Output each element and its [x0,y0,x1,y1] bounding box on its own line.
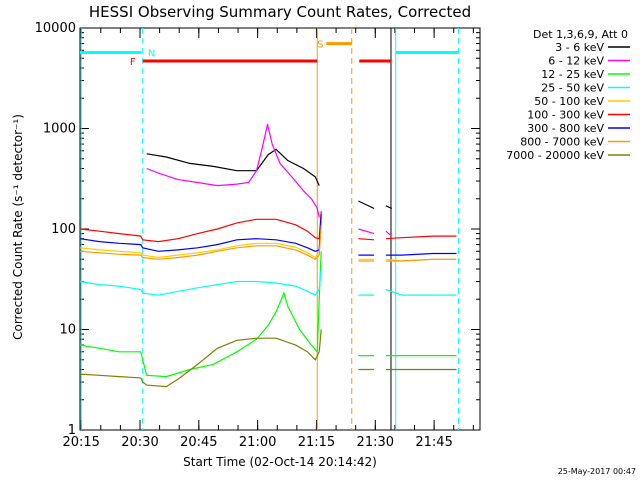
y-tick-label: 1 [68,423,76,438]
y-tick-label: 10 [59,323,76,338]
x-tick-label: 21:45 [415,435,452,450]
x-tick-label: 21:15 [298,435,335,450]
legend-label: 100 - 300 keV [527,109,604,122]
x-tick-label: 20:15 [62,435,99,450]
legend-title: Det 1,3,6,9, Att 0 [533,28,628,41]
y-tick-label: 1000 [43,122,76,137]
series-line [79,214,322,252]
x-tick-label: 20:30 [121,435,158,450]
series-line [385,235,457,240]
x-tick-label: 21:30 [357,435,394,450]
legend-label: 3 - 6 keV [555,41,604,54]
series-line [79,224,322,261]
series-line [385,230,393,237]
x-tick-label: 20:45 [180,435,217,450]
series-line [79,211,322,243]
annotation-label: F [130,57,136,68]
y-tick-label: 10000 [35,21,76,36]
series-line [385,205,393,210]
series-line [146,124,320,218]
chart-title: HESSI Observing Summary Count Rates, Cor… [89,3,471,21]
legend-label: 300 - 800 keV [527,122,604,135]
series-line [358,238,375,241]
annotation-label: S [317,40,323,51]
y-tick-label: 100 [51,222,76,237]
series-line [358,228,375,235]
x-tick-label: 21:00 [239,435,276,450]
legend-label: 50 - 100 keV [534,95,604,108]
legend-label: 7000 - 20000 keV [506,149,604,162]
series-line [79,329,322,388]
legend-label: 800 - 7000 keV [520,136,604,149]
legend-label: 6 - 12 keV [548,55,604,68]
series-line [79,220,322,259]
series-line [385,288,457,296]
annotation-label: N [148,49,155,60]
series-line [358,200,375,210]
plot-area: 1 10 100 1000 10000 20:15 20:30 20:45 21:00 21:15… [35,21,481,450]
x-axis-label: Start Time (02-Oct-14 20:14:42) [183,455,377,469]
series-line [385,252,457,256]
legend-label: 12 - 25 keV [541,68,604,81]
series-line [146,148,320,186]
series-line [79,251,322,378]
y-axis-label: Corrected Count Rate (s⁻¹ detector⁻¹) [11,114,25,340]
footer-timestamp: 25-May-2017 00:47 [558,467,636,476]
series-line [79,268,322,296]
series-line [385,258,457,262]
legend-label: 25 - 50 keV [541,82,604,95]
